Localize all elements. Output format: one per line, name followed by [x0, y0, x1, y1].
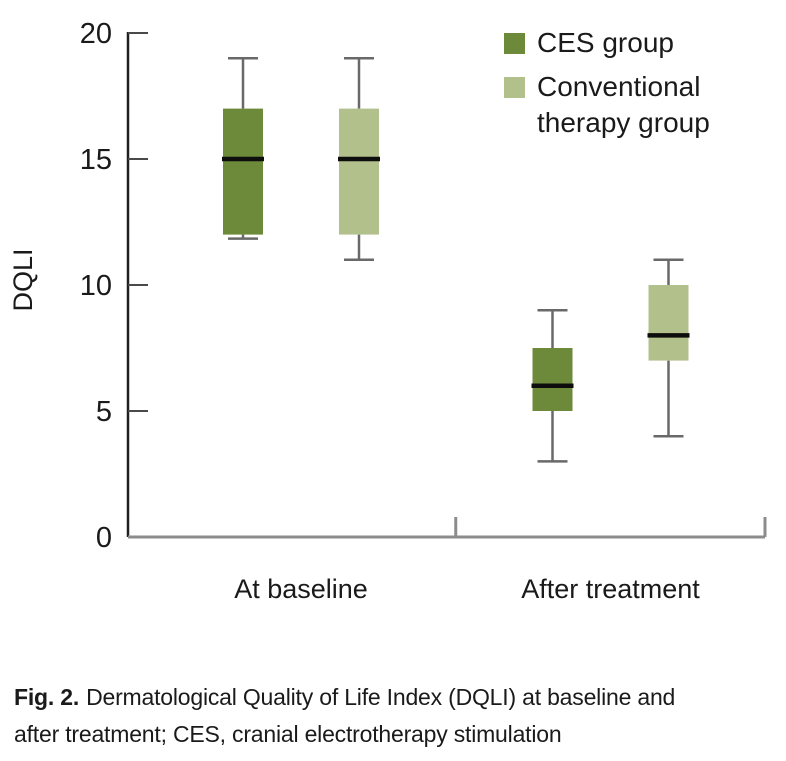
y-tick-label-20: 20	[80, 18, 112, 50]
box-ces-group-at-baseline	[223, 108, 263, 235]
legend-swatch-ces-group	[504, 33, 525, 54]
y-tick-label-0: 0	[96, 522, 112, 554]
x-category-label-at-baseline: At baseline	[234, 574, 368, 604]
y-axis-title: DQLI	[8, 248, 38, 311]
box-ces-group-after-treatment	[532, 348, 573, 411]
caption-line2-text: after treatment; CES, cranial electrothe…	[14, 721, 562, 747]
caption-line1-text: Dermatological Quality of Life Index (DQ…	[86, 684, 676, 710]
caption-line-1: Fig. 2. Dermatological Quality of Life In…	[14, 679, 786, 716]
x-category-label-after-treatment: After treatment	[521, 574, 700, 604]
legend-swatch-conventional-therapy-group	[504, 77, 525, 98]
legend-label-conventional-therapy-group-line-2: therapy group	[537, 107, 710, 138]
legend-label-ces-group-line-1: CES group	[537, 27, 674, 58]
y-tick-label-5: 5	[96, 396, 112, 428]
y-tick-label-10: 10	[80, 270, 112, 302]
y-tick-label-15: 15	[80, 144, 112, 176]
box-conventional-therapy-group-after-treatment	[648, 285, 689, 361]
boxplot-chart: 0 5 10 15 20 DQLI At baseline After treatment CE…	[8, 18, 767, 604]
figure-caption: Fig. 2. Dermatological Quality of Life In…	[14, 679, 786, 753]
box-conventional-therapy-group-at-baseline	[339, 108, 379, 235]
caption-line-2: after treatment; CES, cranial electrothe…	[14, 716, 786, 753]
legend-label-conventional-therapy-group-line-1: Conventional	[537, 71, 700, 102]
caption-figure-label: Fig. 2.	[14, 684, 80, 710]
